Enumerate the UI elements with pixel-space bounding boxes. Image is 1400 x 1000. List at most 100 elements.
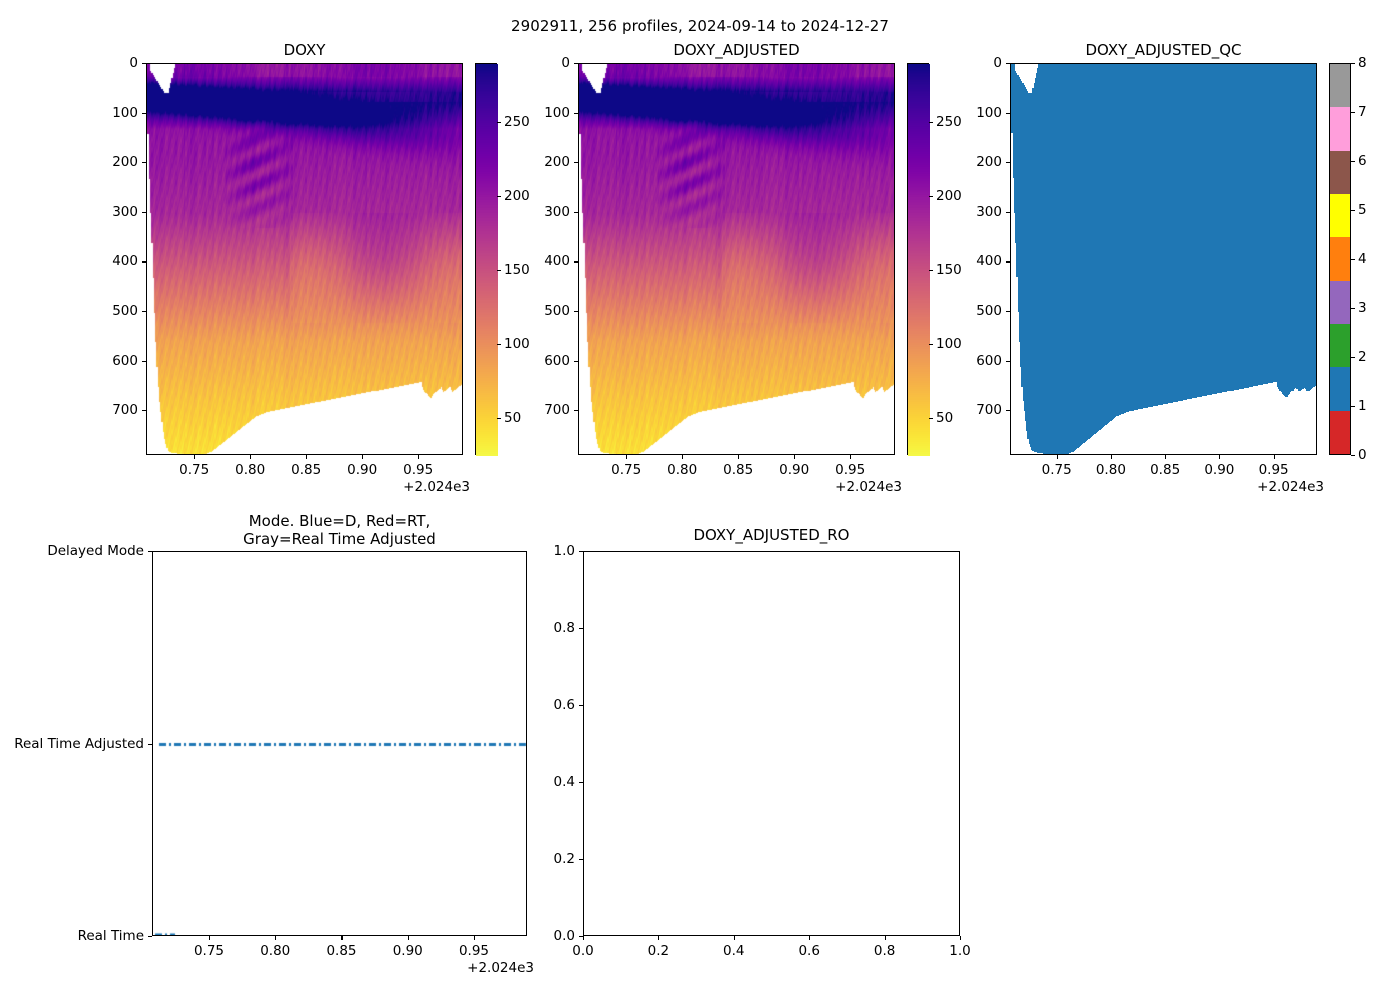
qc-column [1040, 64, 1042, 454]
tick-mark [809, 936, 811, 940]
qc-column [1072, 64, 1074, 452]
qc-column [1138, 64, 1140, 410]
qc-column [1130, 64, 1132, 411]
qc-column [1157, 64, 1159, 406]
qc-column [1028, 92, 1030, 439]
tick-label: 700 [544, 402, 570, 419]
qc-colorbar-segment-1 [1330, 367, 1350, 411]
qc-column [1201, 64, 1203, 397]
tick-mark [1165, 455, 1167, 459]
qc-column [1217, 64, 1219, 394]
qc-column [1096, 64, 1098, 433]
qc-column [1115, 64, 1117, 417]
qc-column [1107, 64, 1109, 424]
qc-column [1262, 64, 1264, 385]
tick-label: 0.8 [873, 943, 896, 959]
tick-mark [574, 162, 578, 164]
qc-column [1069, 64, 1071, 453]
doxy-adjusted-ro-plot-area[interactable] [583, 551, 960, 936]
qc-column [1161, 64, 1163, 405]
qc-column [1163, 64, 1165, 405]
qc-column [1135, 64, 1137, 410]
qc-column [1266, 64, 1268, 384]
qc-column [1269, 64, 1271, 384]
qc-column [1162, 64, 1164, 405]
doxy-adjusted-plot-area[interactable] [578, 63, 895, 455]
qc-column [1267, 64, 1269, 384]
tick-mark [497, 196, 501, 198]
tick-mark [1351, 406, 1355, 408]
tick-mark [148, 743, 152, 745]
qc-column [1196, 64, 1198, 398]
qc-column [1298, 64, 1300, 392]
tick-mark [1351, 161, 1355, 163]
tick-label: 0.75 [1041, 462, 1072, 478]
qc-column [1247, 64, 1249, 388]
qc-column [1193, 64, 1195, 399]
qc-column [1277, 64, 1279, 387]
qc-column [1113, 64, 1115, 419]
qc-column [1166, 64, 1168, 404]
qc-column [1026, 90, 1028, 432]
tick-label: 600 [112, 352, 138, 369]
tick-mark [497, 344, 501, 346]
tick-label: 0.0 [553, 928, 575, 944]
qc-column [1037, 67, 1039, 453]
qc-column [1309, 64, 1311, 390]
tick-label: Real Time Adjusted [14, 735, 144, 752]
qc-column [1171, 64, 1173, 403]
qc-column [1105, 64, 1107, 426]
qc-column [1179, 64, 1181, 401]
tick-label: Delayed Mode [47, 543, 144, 559]
qc-column [1228, 64, 1230, 391]
qc-column [1153, 64, 1155, 407]
tick-label: 1.0 [949, 943, 971, 959]
tick-mark [473, 936, 476, 940]
tick-mark [574, 410, 578, 412]
qc-column [1036, 72, 1038, 453]
mode-plot-area[interactable] [152, 551, 527, 936]
qc-column [1222, 64, 1224, 393]
qc-column [1183, 64, 1185, 401]
tick-mark [1351, 308, 1355, 310]
qc-column [1024, 86, 1026, 412]
qc-column [1149, 64, 1151, 408]
tick-mark [1351, 259, 1355, 261]
qc-column [1075, 64, 1077, 450]
tick-mark [1006, 211, 1010, 213]
tick-label: 600 [976, 352, 1002, 369]
tick-mark [884, 936, 886, 940]
qc-column [1061, 64, 1063, 454]
qc-column [1099, 64, 1101, 431]
qc-column [1038, 64, 1040, 453]
qc-column [1312, 64, 1314, 387]
qc-column [1132, 64, 1134, 411]
qc-column [1237, 64, 1239, 390]
qc-column [1200, 64, 1202, 397]
doxy-plot-area[interactable] [146, 63, 463, 455]
tick-label: 0.2 [647, 943, 670, 959]
panel-mode-title: Mode. Blue=D, Red=RT, Gray=Real Time Adj… [243, 512, 436, 548]
tick-label: 0 [1358, 447, 1367, 463]
qc-column [1159, 64, 1161, 405]
tick-mark [275, 936, 277, 940]
qc-column [1238, 64, 1240, 389]
qc-column [1116, 64, 1118, 417]
qc-column [1203, 64, 1205, 397]
qc-column [1169, 64, 1171, 403]
tick-label: 300 [976, 203, 1002, 220]
qc-column [1048, 64, 1050, 454]
qc-column [1185, 64, 1187, 400]
tick-mark [208, 936, 211, 940]
tick-label: 0.8 [553, 620, 575, 636]
tick-mark [1056, 455, 1058, 459]
tick-label: 300 [112, 203, 138, 220]
qc-column [1239, 64, 1241, 389]
tick-label: 500 [976, 303, 1002, 320]
figure-suptitle: 2902911, 256 profiles, 2024-09-14 to 202… [510, 17, 890, 35]
doxy-adjusted-qc-plot-area[interactable] [1010, 63, 1317, 455]
tick-mark [658, 936, 660, 940]
qc-column [1300, 64, 1302, 390]
qc-column [1134, 64, 1136, 411]
qc-column [1018, 76, 1020, 313]
